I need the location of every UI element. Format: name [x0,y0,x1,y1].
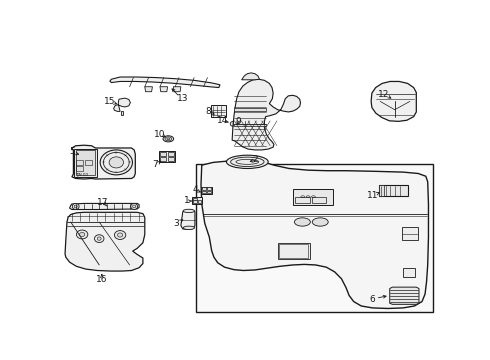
Polygon shape [72,145,135,179]
Polygon shape [201,160,428,309]
Text: 16: 16 [96,275,108,284]
Bar [207,191,211,193]
Bar [194,200,197,203]
Bar [312,197,326,203]
Text: 15: 15 [104,97,116,106]
Ellipse shape [79,233,85,237]
Text: 3: 3 [173,219,179,228]
Bar [233,121,245,126]
Polygon shape [160,87,168,92]
Text: 10: 10 [153,130,165,139]
Polygon shape [121,111,123,115]
Polygon shape [70,203,139,210]
Bar [168,157,173,161]
Bar [293,189,333,205]
Ellipse shape [109,157,123,168]
Bar [160,152,167,156]
Text: 13: 13 [177,94,189,103]
Text: TJN 00: TJN 00 [75,172,88,177]
Bar [278,243,310,260]
Ellipse shape [294,218,310,226]
Polygon shape [232,79,300,150]
Ellipse shape [226,155,268,168]
Bar [234,108,267,111]
Polygon shape [371,81,416,121]
Bar [379,185,408,196]
Bar [75,150,96,175]
Bar [192,197,202,204]
Bar [295,197,310,203]
Bar [74,149,98,177]
Ellipse shape [230,121,236,126]
Text: 6: 6 [370,295,375,304]
Polygon shape [110,77,220,87]
Ellipse shape [243,121,248,126]
Text: 12: 12 [378,90,390,99]
Text: 4: 4 [192,185,198,194]
Ellipse shape [165,137,172,141]
Ellipse shape [312,218,328,226]
Bar [76,160,83,165]
Ellipse shape [95,235,104,243]
Text: 14: 14 [217,116,228,125]
Polygon shape [242,73,260,80]
Polygon shape [65,212,145,271]
Polygon shape [181,210,195,229]
Bar [198,200,201,203]
Bar [402,227,418,240]
Bar [202,191,206,193]
Bar [76,166,83,171]
Text: 5: 5 [69,147,75,156]
Bar [160,157,167,161]
Ellipse shape [163,136,173,142]
Text: 8: 8 [205,107,211,116]
Text: 1: 1 [184,196,190,205]
Bar [207,187,211,190]
Ellipse shape [114,231,126,239]
Bar [379,185,384,196]
Bar [159,151,175,162]
Bar [211,105,226,117]
Ellipse shape [118,233,123,237]
Ellipse shape [183,209,195,212]
Bar [202,187,206,190]
Ellipse shape [167,138,170,140]
Text: 2: 2 [252,154,258,163]
Bar [403,268,415,278]
Ellipse shape [98,237,101,240]
Bar [279,244,309,258]
Text: 9: 9 [235,117,241,126]
Bar [85,160,92,165]
Text: 7: 7 [152,160,158,169]
Bar [168,152,173,156]
Bar [200,186,212,194]
Ellipse shape [183,226,195,229]
Bar [196,164,433,312]
Polygon shape [390,287,419,304]
Ellipse shape [72,203,79,210]
Ellipse shape [131,203,138,210]
Polygon shape [173,87,181,92]
Ellipse shape [76,230,88,239]
Polygon shape [114,98,130,111]
Ellipse shape [100,150,132,175]
Text: 17: 17 [98,198,109,207]
Text: 11: 11 [367,190,378,199]
Polygon shape [145,87,152,92]
Bar [234,123,267,126]
Bar [194,198,197,200]
